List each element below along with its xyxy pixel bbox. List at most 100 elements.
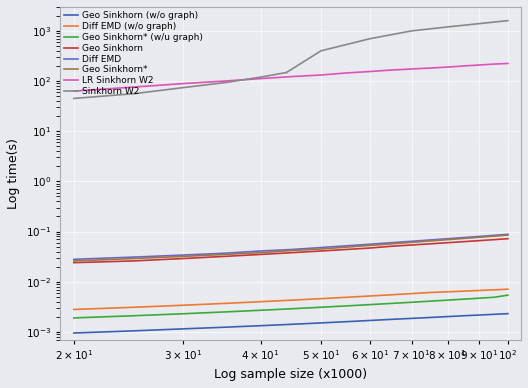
Geo Sinkhorn (w/o graph) xyxy=(476,313,483,317)
Geo Sinkhorn* (w/u graph) xyxy=(180,312,186,316)
Diff EMD xyxy=(389,240,395,245)
Sinkhorn W2 xyxy=(258,75,264,80)
Geo Sinkhorn xyxy=(389,244,395,249)
Diff EMD (w/o graph) xyxy=(461,289,467,293)
LR Sinkhorn W2 xyxy=(344,71,350,75)
Geo Sinkhorn xyxy=(409,242,415,247)
Geo Sinkhorn* xyxy=(445,237,451,242)
Geo Sinkhorn (w/o graph) xyxy=(131,329,137,333)
Line: Sinkhorn W2: Sinkhorn W2 xyxy=(74,73,287,99)
Geo Sinkhorn (w/o graph) xyxy=(258,323,264,328)
Sinkhorn W2 xyxy=(71,96,77,101)
Diff EMD xyxy=(318,245,324,250)
Geo Sinkhorn* (w/u graph) xyxy=(222,310,228,314)
Geo Sinkhorn* xyxy=(505,233,511,237)
Geo Sinkhorn (w/o graph) xyxy=(427,315,433,320)
LR Sinkhorn W2 xyxy=(258,76,264,81)
Geo Sinkhorn (w/o graph) xyxy=(289,322,296,327)
Diff EMD xyxy=(131,255,137,260)
Geo Sinkhorn* xyxy=(180,254,186,259)
Sinkhorn W2 xyxy=(180,85,186,90)
Geo Sinkhorn (w/o graph) xyxy=(318,320,324,325)
Geo Sinkhorn (w/o graph) xyxy=(505,311,511,316)
Geo Sinkhorn (w/o graph) xyxy=(445,314,451,319)
Diff EMD xyxy=(222,251,228,256)
Diff EMD xyxy=(476,234,483,239)
Diff EMD (w/o graph) xyxy=(344,295,350,300)
Geo Sinkhorn* (w/u graph) xyxy=(389,301,395,306)
Geo Sinkhorn (w/o graph) xyxy=(180,327,186,331)
Geo Sinkhorn* xyxy=(258,250,264,255)
Geo Sinkhorn* (w/u graph) xyxy=(318,305,324,310)
Diff EMD xyxy=(367,242,373,246)
Geo Sinkhorn xyxy=(476,238,483,243)
Diff EMD xyxy=(491,233,497,238)
Y-axis label: Log time(s): Log time(s) xyxy=(7,138,20,209)
LR Sinkhorn W2 xyxy=(367,69,373,74)
Geo Sinkhorn xyxy=(461,239,467,244)
Diff EMD xyxy=(427,237,433,242)
Geo Sinkhorn* xyxy=(389,241,395,246)
Geo Sinkhorn* (w/u graph) xyxy=(461,297,467,301)
Geo Sinkhorn* xyxy=(222,252,228,257)
LR Sinkhorn W2 xyxy=(180,81,186,86)
Geo Sinkhorn xyxy=(222,254,228,259)
LR Sinkhorn W2 xyxy=(476,62,483,67)
Geo Sinkhorn xyxy=(344,247,350,252)
Geo Sinkhorn xyxy=(131,258,137,263)
Line: Diff EMD: Diff EMD xyxy=(74,234,508,259)
Diff EMD xyxy=(409,239,415,244)
Geo Sinkhorn* (w/u graph) xyxy=(344,303,350,308)
Geo Sinkhorn (w/o graph) xyxy=(491,312,497,317)
Geo Sinkhorn* xyxy=(427,239,433,243)
Diff EMD xyxy=(344,244,350,248)
LR Sinkhorn W2 xyxy=(445,65,451,69)
Geo Sinkhorn xyxy=(367,246,373,250)
Geo Sinkhorn* xyxy=(367,243,373,248)
Geo Sinkhorn (w/o graph) xyxy=(222,325,228,329)
LR Sinkhorn W2 xyxy=(505,61,511,66)
Geo Sinkhorn* (w/u graph) xyxy=(491,295,497,300)
Geo Sinkhorn* (w/u graph) xyxy=(505,293,511,298)
Line: Geo Sinkhorn*: Geo Sinkhorn* xyxy=(74,235,508,261)
Geo Sinkhorn* xyxy=(71,258,77,263)
Line: Geo Sinkhorn (w/o graph): Geo Sinkhorn (w/o graph) xyxy=(74,314,508,333)
Diff EMD (w/o graph) xyxy=(476,288,483,293)
LR Sinkhorn W2 xyxy=(289,74,296,79)
Line: LR Sinkhorn W2: LR Sinkhorn W2 xyxy=(74,64,508,91)
Geo Sinkhorn xyxy=(71,260,77,265)
Geo Sinkhorn* xyxy=(318,247,324,251)
Diff EMD xyxy=(258,249,264,253)
Legend: Geo Sinkhorn (w/o graph), Diff EMD (w/o graph), Geo Sinkhorn* (w/u graph), Geo S: Geo Sinkhorn (w/o graph), Diff EMD (w/o … xyxy=(63,10,204,98)
Diff EMD (w/o graph) xyxy=(409,291,415,296)
LR Sinkhorn W2 xyxy=(491,62,497,66)
Geo Sinkhorn* (w/u graph) xyxy=(71,315,77,320)
Sinkhorn W2 xyxy=(222,80,228,85)
Diff EMD (w/o graph) xyxy=(389,293,395,297)
Geo Sinkhorn xyxy=(491,237,497,242)
Geo Sinkhorn* xyxy=(289,248,296,253)
Geo Sinkhorn* (w/u graph) xyxy=(409,300,415,305)
Geo Sinkhorn xyxy=(445,240,451,245)
Line: Geo Sinkhorn* (w/u graph): Geo Sinkhorn* (w/u graph) xyxy=(74,295,508,318)
LR Sinkhorn W2 xyxy=(409,67,415,71)
Geo Sinkhorn* (w/u graph) xyxy=(258,308,264,313)
Geo Sinkhorn* (w/u graph) xyxy=(476,296,483,301)
Geo Sinkhorn* xyxy=(131,256,137,261)
Geo Sinkhorn (w/o graph) xyxy=(71,331,77,335)
Diff EMD xyxy=(461,235,467,240)
Sinkhorn W2 xyxy=(131,91,137,96)
Geo Sinkhorn* (w/u graph) xyxy=(289,307,296,311)
Diff EMD (w/o graph) xyxy=(289,298,296,303)
Line: Geo Sinkhorn: Geo Sinkhorn xyxy=(74,239,508,263)
Diff EMD xyxy=(505,232,511,237)
Geo Sinkhorn* xyxy=(461,236,467,241)
Diff EMD (w/o graph) xyxy=(491,288,497,292)
Geo Sinkhorn* xyxy=(344,245,350,249)
Geo Sinkhorn* (w/u graph) xyxy=(427,299,433,303)
Diff EMD (w/o graph) xyxy=(258,300,264,304)
Geo Sinkhorn* xyxy=(476,235,483,239)
Geo Sinkhorn* xyxy=(409,240,415,245)
LR Sinkhorn W2 xyxy=(131,85,137,89)
LR Sinkhorn W2 xyxy=(389,68,395,72)
